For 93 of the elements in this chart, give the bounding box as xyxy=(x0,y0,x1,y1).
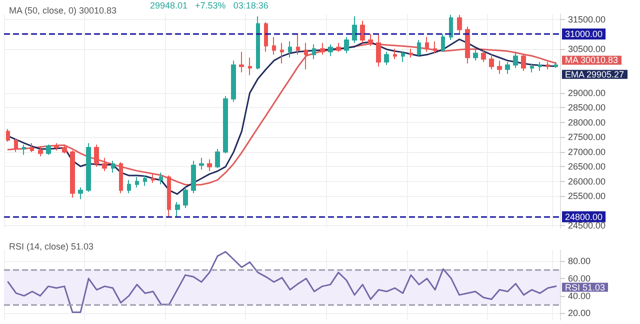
text: 29948.01 +7.53% 03:18:36 xyxy=(150,0,268,10)
candlestick xyxy=(239,51,244,73)
candlestick xyxy=(70,150,75,198)
candlestick xyxy=(30,142,34,152)
candlestick xyxy=(272,36,276,56)
text: RSI 51.03 xyxy=(564,282,605,292)
candlestick xyxy=(248,57,252,76)
candlestick xyxy=(159,172,163,185)
candlestick xyxy=(54,142,59,151)
candlestick xyxy=(336,42,341,52)
candlestick xyxy=(497,60,502,74)
text: MA 30010.83 xyxy=(564,55,618,66)
candlestick xyxy=(433,40,437,54)
candlestick xyxy=(489,54,494,70)
candlestick xyxy=(94,144,99,168)
candlestick xyxy=(296,34,300,56)
candlestick xyxy=(135,176,139,188)
candlestick xyxy=(384,51,389,66)
candlestick xyxy=(207,158,212,172)
candlestick xyxy=(119,162,123,194)
candlestick xyxy=(183,186,188,208)
chart-title: RSI (14, close) 51.03 xyxy=(9,242,94,252)
y-tick-label: 29000.00 xyxy=(568,88,606,98)
candlestick xyxy=(231,60,236,102)
candlestick xyxy=(425,36,429,52)
candlestick xyxy=(14,138,18,152)
y-tick-label: 27500.00 xyxy=(568,132,606,142)
candlestick xyxy=(86,142,91,192)
ref-line-label: 31000.00 xyxy=(565,29,603,40)
y-tick-label: 26000.00 xyxy=(568,176,606,186)
candlestick xyxy=(199,157,204,170)
candlestick xyxy=(46,144,51,156)
chart-title: MA (50, close, 0) 30010.83 xyxy=(9,6,117,16)
y-tick-label: 60.00 xyxy=(568,274,591,284)
candlestick xyxy=(111,160,115,174)
candlestick xyxy=(38,146,43,157)
candlestick xyxy=(449,14,453,40)
candlestick xyxy=(175,202,180,218)
candlestick xyxy=(6,128,10,142)
candlestick xyxy=(360,20,365,44)
candlestick xyxy=(143,175,147,186)
candlestick xyxy=(62,144,67,154)
candlestick xyxy=(513,51,518,68)
candlestick xyxy=(215,148,220,169)
candlestick xyxy=(328,44,333,57)
candlestick xyxy=(127,179,131,194)
candlestick xyxy=(256,16,260,70)
candlestick xyxy=(191,160,196,194)
candlestick xyxy=(280,42,284,64)
y-tick-label: 20.00 xyxy=(568,308,591,318)
candlestick xyxy=(530,63,534,73)
candlestick xyxy=(167,175,171,218)
text: EMA 29905.27 xyxy=(564,69,624,80)
candlestick xyxy=(352,16,357,44)
candlestick xyxy=(78,186,83,200)
candlestick xyxy=(521,54,526,72)
candlestick xyxy=(151,174,155,184)
y-tick-label: 28000.00 xyxy=(568,117,606,128)
candlestick xyxy=(441,34,445,52)
candlestick xyxy=(465,26,470,64)
candlestick xyxy=(481,50,486,63)
candlestick xyxy=(102,157,107,172)
y-tick-label: 26500.00 xyxy=(568,162,606,172)
candlestick xyxy=(457,14,462,35)
candlestick xyxy=(376,34,381,67)
candlestick xyxy=(554,62,558,68)
candlestick xyxy=(417,39,421,57)
candlestick xyxy=(368,34,373,46)
candlestick xyxy=(473,48,478,62)
line-series xyxy=(7,250,557,313)
candlestick xyxy=(223,95,228,154)
candlestick xyxy=(344,36,349,54)
candlestick xyxy=(538,62,542,72)
y-tick-label: 25500.00 xyxy=(568,191,606,202)
y-tick-label: 27000.00 xyxy=(568,146,606,157)
y-tick-label: 30500.00 xyxy=(568,44,606,54)
candlestick xyxy=(22,144,26,156)
candlestick xyxy=(312,44,316,60)
y-tick-label: 24500.00 xyxy=(568,220,606,231)
candlestick xyxy=(304,42,308,70)
ref-line-label: 24800.00 xyxy=(565,212,603,222)
candlestick xyxy=(401,51,405,63)
candlestick xyxy=(320,42,325,56)
candlestick xyxy=(505,62,510,74)
y-tick-label: 80.00 xyxy=(568,256,591,266)
candlestick xyxy=(409,48,413,58)
y-tick-label: 28500.00 xyxy=(568,102,606,113)
candlestick xyxy=(546,62,550,70)
candlestick xyxy=(264,22,268,52)
y-tick-label: 31500.00 xyxy=(568,14,606,24)
y-tick-label: 40.00 xyxy=(568,290,591,301)
candlestick xyxy=(393,48,397,60)
candlestick xyxy=(288,40,292,58)
